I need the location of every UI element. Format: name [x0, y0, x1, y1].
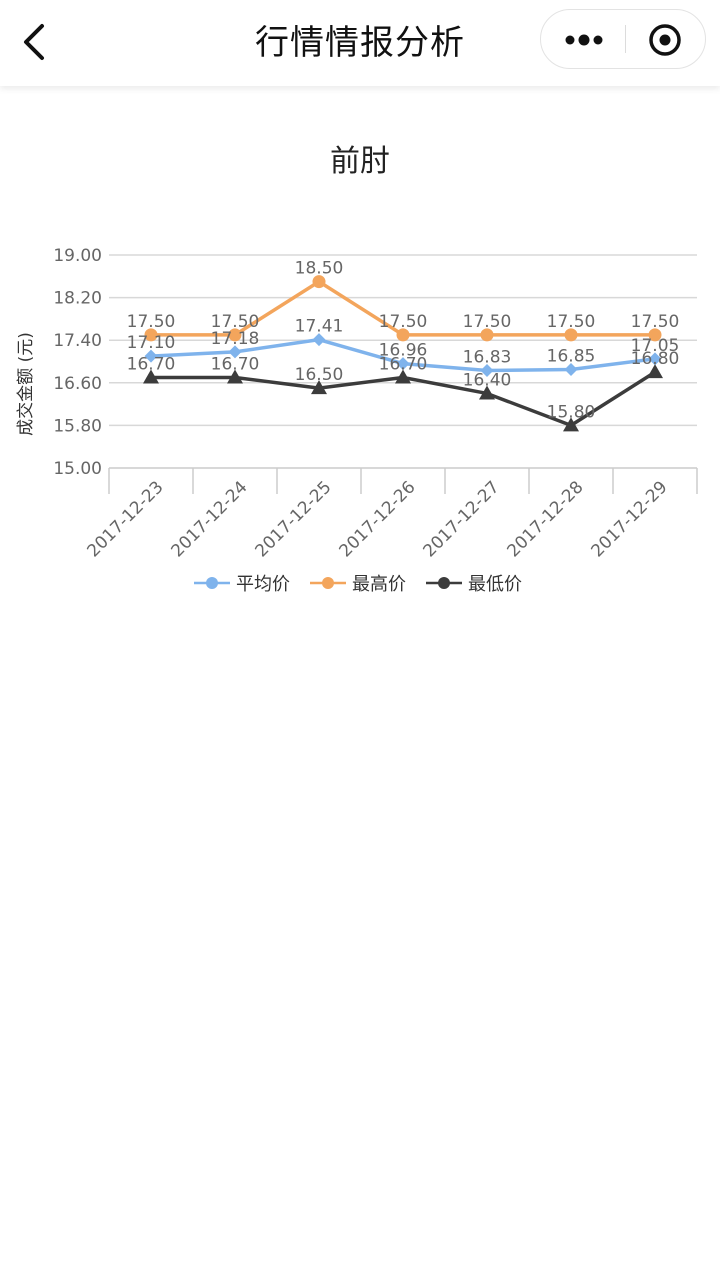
- x-tick-label: 2017-12-29: [588, 477, 672, 561]
- legend-item[interactable]: 最高价: [310, 574, 406, 595]
- legend-item[interactable]: 平均价: [194, 574, 290, 595]
- data-label: 17.50: [127, 312, 176, 332]
- data-point: [648, 352, 662, 366]
- legend-label: 平均价: [236, 574, 290, 595]
- data-point: [144, 349, 158, 363]
- data-label: 17.50: [379, 312, 428, 332]
- data-label: 17.05: [631, 336, 680, 356]
- data-point: [395, 369, 411, 384]
- mini-program-capsule: [540, 9, 706, 69]
- data-point: [480, 364, 494, 378]
- data-label: 17.10: [127, 333, 176, 353]
- legend-item[interactable]: 最低价: [426, 574, 522, 595]
- chart-area: 前肘 成交金额 (元) 15.00 15.80 16.60 17.40 18.20 19.…: [0, 86, 720, 646]
- legend-marker-icon: [438, 577, 450, 589]
- data-label-layer: 17.10 17.18 17.41 16.96 16.83 16.85 17.05 17.50…: [127, 259, 680, 423]
- data-label: 17.50: [547, 312, 596, 332]
- close-button[interactable]: [627, 10, 705, 68]
- data-point: [311, 380, 327, 395]
- data-label: 18.50: [295, 259, 344, 279]
- y-axis-label: 成交金额 (元): [16, 332, 36, 436]
- data-point: [228, 345, 242, 359]
- data-point: [647, 364, 663, 379]
- line-chart: 前肘 成交金额 (元) 15.00 15.80 16.60 17.40 18.20 19.…: [16, 144, 698, 595]
- data-point: [564, 362, 578, 376]
- data-point: [396, 328, 410, 342]
- y-tick-label: 16.60: [53, 374, 102, 394]
- data-label: 16.70: [211, 354, 260, 374]
- data-label: 15.80: [547, 402, 596, 422]
- y-tick-label: 15.00: [53, 459, 102, 479]
- data-label: 17.41: [295, 317, 344, 337]
- data-label: 17.50: [463, 312, 512, 332]
- data-point: [564, 328, 578, 342]
- data-point: [228, 328, 242, 342]
- data-point: [227, 369, 243, 384]
- legend-marker-icon: [322, 577, 334, 589]
- y-tick-label: 17.40: [53, 331, 102, 351]
- data-point: [479, 385, 495, 400]
- data-point: [396, 357, 410, 371]
- y-tick-label: 19.00: [53, 246, 102, 266]
- data-label: 17.50: [631, 312, 680, 332]
- data-point: [480, 328, 494, 342]
- data-label: 16.40: [463, 370, 512, 390]
- y-tick-label: 18.20: [53, 289, 102, 309]
- y-tick-label: 15.80: [53, 416, 102, 436]
- x-tick-label: 2017-12-26: [336, 477, 420, 561]
- target-close-icon: [649, 24, 681, 56]
- data-label: 17.18: [211, 329, 260, 349]
- chart-title: 前肘: [330, 144, 390, 179]
- x-tick-label: 2017-12-23: [84, 477, 168, 561]
- data-point: [144, 328, 158, 342]
- back-button[interactable]: [14, 20, 58, 64]
- chevron-left-icon: [24, 24, 44, 60]
- x-tick-label: 2017-12-28: [504, 477, 588, 561]
- x-tick-label: 2017-12-25: [252, 477, 336, 561]
- data-point: [312, 275, 326, 289]
- series-layer: [143, 275, 663, 432]
- data-label: 16.50: [295, 365, 344, 385]
- navigation-bar: 行情情报分析: [0, 0, 720, 86]
- data-label: 16.83: [463, 348, 512, 368]
- legend-marker-icon: [206, 577, 218, 589]
- legend-label: 最低价: [468, 574, 522, 595]
- data-point: [563, 417, 579, 432]
- data-label: 17.50: [211, 312, 260, 332]
- data-point: [648, 328, 662, 342]
- legend-label: 最高价: [352, 574, 406, 595]
- data-point: [143, 369, 159, 384]
- data-point: [312, 333, 326, 347]
- data-label: 16.80: [631, 349, 680, 369]
- x-tick-label: 2017-12-27: [420, 477, 504, 561]
- data-label: 16.70: [379, 354, 428, 374]
- more-button[interactable]: [541, 10, 625, 68]
- capsule-divider: [625, 25, 626, 53]
- axis-layer: 15.00 15.80 16.60 17.40 18.20 19.00 2017-12-23…: [53, 246, 698, 561]
- legend: 平均价 最高价 最低价: [194, 574, 522, 595]
- x-tick-label: 2017-12-24: [168, 477, 252, 561]
- more-dots-icon: [565, 34, 603, 46]
- data-label: 16.70: [127, 354, 176, 374]
- data-label: 16.85: [547, 346, 596, 366]
- data-label: 16.96: [379, 341, 428, 361]
